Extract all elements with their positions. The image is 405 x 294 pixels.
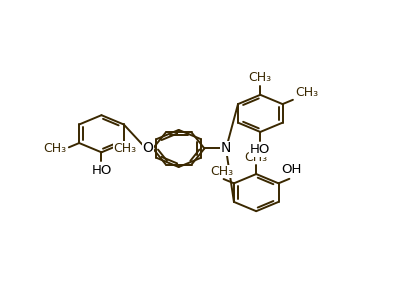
Text: CH₃: CH₃: [249, 71, 272, 84]
Text: O: O: [143, 141, 153, 156]
Text: CH₃: CH₃: [295, 86, 318, 99]
Text: HO: HO: [91, 164, 112, 177]
Text: CH₃: CH₃: [44, 142, 67, 155]
Text: N: N: [221, 141, 231, 156]
Text: HO: HO: [250, 143, 271, 156]
Text: CH₃: CH₃: [113, 142, 136, 155]
Text: CH₃: CH₃: [210, 165, 233, 178]
Text: OH: OH: [281, 163, 301, 176]
Text: CH₃: CH₃: [245, 151, 268, 164]
